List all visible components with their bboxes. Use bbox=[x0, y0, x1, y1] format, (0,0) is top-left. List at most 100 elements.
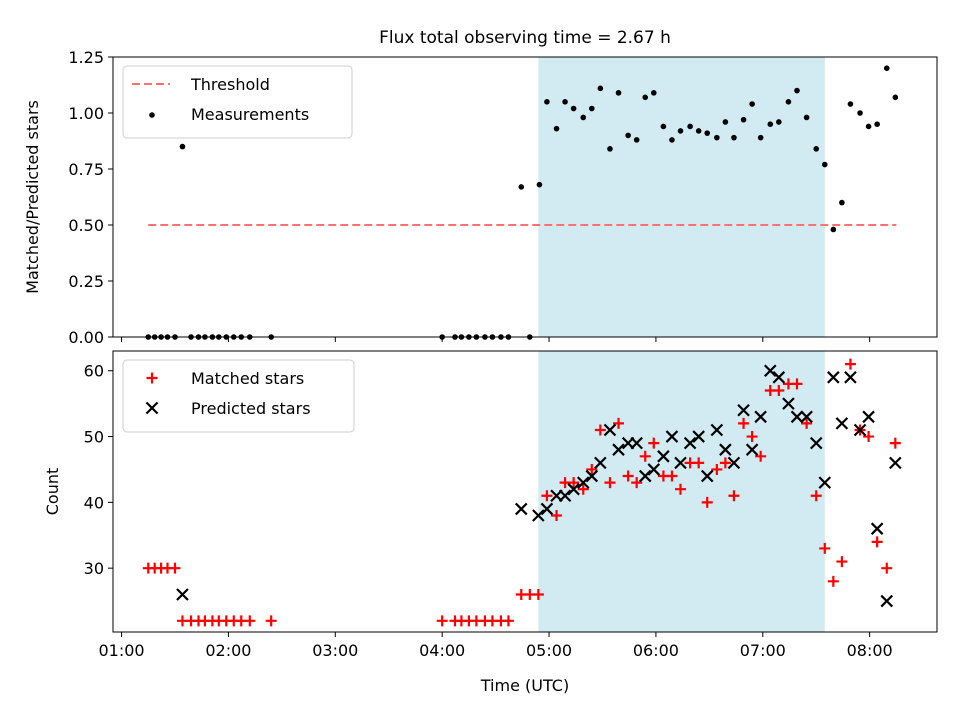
predicted-star-point bbox=[870, 522, 884, 535]
measurement-point bbox=[695, 128, 702, 134]
y-tick-label: 60 bbox=[84, 362, 104, 381]
matched-star-point bbox=[265, 615, 277, 627]
x-tick-label: 06:00 bbox=[633, 641, 679, 660]
measurement-point bbox=[179, 143, 186, 150]
measurement-point bbox=[650, 90, 657, 96]
predicted-star-point bbox=[176, 588, 189, 601]
matched-star-point bbox=[551, 510, 563, 522]
x-tick-label: 03:00 bbox=[312, 641, 358, 660]
legend-label: Measurements bbox=[191, 105, 309, 124]
observing-window-span bbox=[538, 57, 825, 337]
measurement-point bbox=[536, 181, 543, 188]
matched-star-point bbox=[622, 470, 634, 482]
legend-label: Matched stars bbox=[191, 369, 304, 388]
predicted-star-point bbox=[612, 443, 625, 456]
measurement-point bbox=[785, 99, 792, 105]
x-tick-label: 05:00 bbox=[526, 641, 572, 660]
matched-star-point bbox=[711, 463, 723, 475]
matched-star-point bbox=[889, 437, 901, 449]
measurement-point bbox=[687, 123, 693, 130]
x-tick-label: 08:00 bbox=[847, 641, 893, 660]
matched-star-point bbox=[541, 490, 553, 502]
measurement-point bbox=[660, 123, 667, 130]
measurement-point bbox=[776, 119, 782, 125]
measurement-point bbox=[892, 94, 899, 101]
y-tick-label: 40 bbox=[84, 493, 104, 512]
matched-star-point bbox=[666, 470, 678, 482]
ratio-panel-frame bbox=[112, 56, 938, 338]
matched-star-point bbox=[728, 490, 740, 502]
y-tick-label: 50 bbox=[84, 428, 104, 447]
matched-star-point bbox=[881, 562, 893, 574]
matched-star-point bbox=[436, 615, 448, 627]
measurement-point bbox=[847, 101, 854, 107]
measurement-point bbox=[740, 116, 747, 123]
ratio-panel: 0.00 0.25 0.50 0.75 1.00 1.25 Matched/Predict… bbox=[23, 48, 938, 347]
predicted-star-point bbox=[719, 443, 732, 456]
count-y-ticks: 30 40 50 60 bbox=[84, 362, 113, 578]
matched-star-point bbox=[791, 378, 803, 390]
matched-star-point bbox=[613, 417, 625, 429]
measurement-point bbox=[757, 134, 764, 141]
measurement-point bbox=[633, 137, 640, 143]
x-tick-label: 04:00 bbox=[419, 641, 465, 660]
measurement-point bbox=[714, 134, 720, 141]
matched-star-point bbox=[719, 457, 731, 469]
matched-star-point bbox=[532, 588, 544, 600]
ratio-y-axis-label: Matched/Predicted stars bbox=[23, 100, 42, 294]
y-tick-label: 1.00 bbox=[68, 104, 104, 123]
predicted-star-point bbox=[737, 403, 750, 417]
measurement-point bbox=[597, 85, 604, 92]
matched-star-point bbox=[801, 417, 813, 429]
predicted-star-point bbox=[638, 469, 652, 483]
matched-star-point bbox=[693, 457, 705, 469]
matched-star-point bbox=[701, 496, 713, 508]
measurement-point bbox=[749, 101, 755, 107]
matched-star-point bbox=[819, 542, 831, 554]
matched-star-point bbox=[863, 431, 875, 443]
measurement-point bbox=[677, 128, 684, 134]
measurement-point bbox=[857, 110, 863, 116]
matched-star-point bbox=[827, 575, 839, 587]
matched-star-point bbox=[639, 450, 651, 462]
x-tick-label: 01:00 bbox=[98, 641, 144, 660]
measurement-point bbox=[588, 105, 595, 112]
count-marks bbox=[142, 358, 902, 627]
predicted-star-point bbox=[809, 436, 823, 450]
measurement-point bbox=[821, 161, 828, 168]
predicted-star-point bbox=[567, 482, 580, 496]
predicted-star-point bbox=[827, 371, 840, 384]
measurement-point bbox=[731, 134, 737, 141]
matched-star-point bbox=[648, 437, 660, 449]
predicted-star-point bbox=[818, 476, 832, 489]
x-tick-label: 07:00 bbox=[740, 641, 786, 660]
measurement-point bbox=[607, 146, 613, 152]
matched-star-point bbox=[631, 477, 643, 489]
predicted-star-point bbox=[772, 371, 786, 384]
y-tick-label: 0.75 bbox=[68, 160, 104, 179]
legend-label: Predicted stars bbox=[191, 399, 311, 418]
matched-star-point bbox=[810, 490, 822, 502]
predicted-star-point bbox=[763, 364, 777, 378]
matched-star-point bbox=[502, 615, 514, 627]
predicted-star-point bbox=[558, 489, 572, 503]
predicted-star-point bbox=[576, 476, 590, 489]
predicted-star-point bbox=[880, 594, 894, 608]
measurement-point bbox=[813, 146, 820, 152]
legend-predicted-swatch bbox=[145, 401, 159, 415]
x-tick-label: 02:00 bbox=[205, 641, 251, 660]
predicted-star-point bbox=[692, 430, 705, 443]
y-tick-label: 0.25 bbox=[68, 272, 104, 291]
measurement-point bbox=[544, 99, 550, 105]
measurement-point bbox=[830, 226, 837, 233]
legend-box bbox=[122, 359, 355, 433]
matched-star-point bbox=[871, 536, 883, 548]
matched-star-point bbox=[169, 562, 181, 574]
measurement-point bbox=[625, 132, 631, 139]
predicted-star-point bbox=[540, 502, 554, 516]
matched-star-point bbox=[675, 483, 687, 495]
measurement-point bbox=[553, 125, 560, 132]
measurement-point bbox=[615, 90, 622, 96]
predicted-star-point bbox=[782, 397, 795, 410]
